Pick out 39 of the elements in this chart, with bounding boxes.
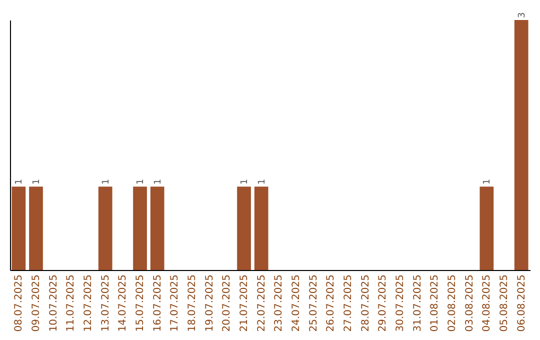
data-label: 3	[517, 12, 528, 18]
data-label: 1	[101, 178, 112, 185]
x-tick-label: 06.08.2025	[516, 274, 528, 332]
x-tick-label: 01.08.2025	[430, 274, 441, 332]
x-tick-label: 21.07.2025	[239, 274, 250, 332]
data-label: 1	[136, 178, 146, 185]
x-tick-label: 23.07.2025	[274, 274, 285, 332]
x-tick-label: 17.07.2025	[170, 274, 181, 332]
x-tick-label: 28.07.2025	[360, 274, 372, 332]
x-tick-label: 19.07.2025	[204, 274, 216, 332]
x-tick-label: 31.07.2025	[412, 274, 424, 332]
data-label: 1	[32, 178, 42, 185]
data-label: 1	[14, 178, 25, 185]
x-tick-label: 09.07.2025	[31, 274, 42, 332]
x-tick-label: 10.07.2025	[48, 274, 60, 332]
x-tick-label: 29.07.2025	[378, 274, 389, 332]
x-tick-label: 11.07.2025	[66, 274, 77, 332]
x-tick-label: 15.07.2025	[135, 274, 146, 332]
data-label: 1	[240, 178, 250, 185]
x-tick-label: 20.07.2025	[222, 274, 233, 332]
x-tick-label: 24.07.2025	[291, 274, 302, 332]
x-tick-label: 12.07.2025	[83, 274, 94, 332]
x-tick-label: 13.07.2025	[100, 274, 112, 332]
x-tick-label: 25.07.2025	[308, 274, 320, 332]
x-tick-label: 05.08.2025	[499, 274, 510, 332]
x-tick-label: 30.07.2025	[395, 274, 406, 332]
data-label: 1	[153, 178, 164, 185]
x-tick-label: 14.07.2025	[118, 274, 129, 332]
x-tick-label: 08.07.2025	[14, 274, 25, 332]
data-label: 1	[257, 178, 268, 185]
x-tick-label: 02.08.2025	[447, 274, 458, 332]
x-tick-label: 27.07.2025	[343, 274, 354, 332]
data-label: 1	[482, 178, 493, 185]
x-tick-label: 03.08.2025	[464, 274, 476, 332]
x-tick-label: 18.07.2025	[187, 274, 198, 332]
x-tick-label: 22.07.2025	[256, 274, 268, 332]
x-tick-label: 16.07.2025	[152, 274, 164, 332]
x-tick-label: 26.07.2025	[326, 274, 337, 332]
x-tick-label: 04.08.2025	[482, 274, 493, 332]
